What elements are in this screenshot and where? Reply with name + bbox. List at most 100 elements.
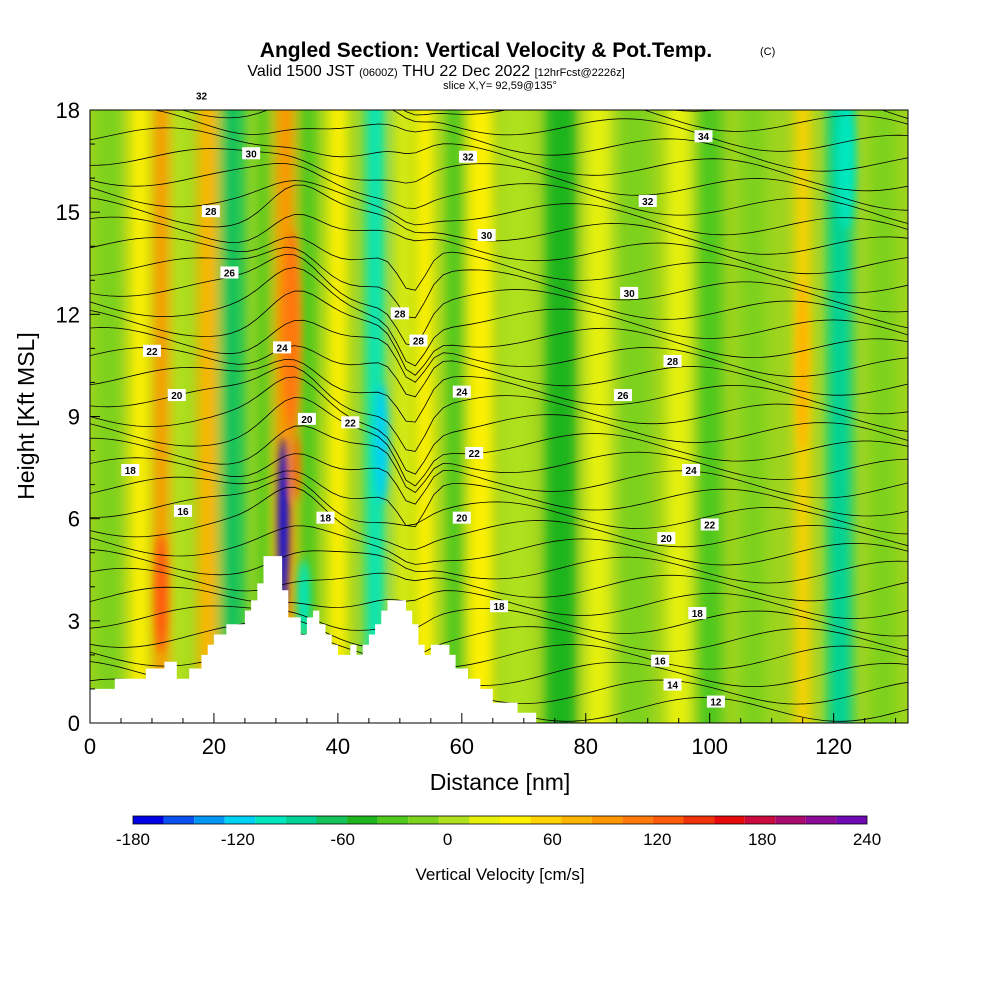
- colorbar-tick-label: 120: [643, 830, 671, 849]
- isentrope-line: [90, 162, 908, 224]
- colorbar-swatch: [194, 816, 225, 824]
- velocity-band: [666, 110, 692, 723]
- velocity-cell: [155, 533, 168, 654]
- contour-label: 28: [394, 309, 406, 320]
- isentrope-line: [90, 180, 908, 236]
- isentrope-line: [90, 319, 908, 383]
- y-axis-ticks: 0 3 6 9 12 15 18: [56, 98, 100, 736]
- colorbar-swatch: [805, 816, 837, 824]
- chart-subtitle: Valid 1500 JST (0600Z) THU 22 Dec 2022 […: [247, 63, 624, 80]
- colorbar-swatch: [714, 816, 745, 824]
- contour-label: 16: [177, 507, 189, 518]
- x-tick-label: 80: [574, 734, 598, 759]
- contour-label-bg: [316, 511, 335, 524]
- title-copyright-mark: (C): [760, 46, 775, 58]
- contour-label: 24: [686, 466, 698, 477]
- isentrope-line: [90, 127, 908, 192]
- contour-label-bg: [273, 341, 292, 354]
- y-tick-label: 6: [68, 507, 80, 532]
- contour-label-bg: [688, 607, 707, 620]
- contour-label: 32: [642, 197, 654, 208]
- velocity-band: [619, 110, 651, 723]
- contour-label-bg: [142, 344, 161, 357]
- contour-label-bg: [409, 334, 428, 347]
- contour-label-bg: [694, 130, 713, 143]
- velocity-band: [585, 110, 611, 723]
- velocity-band: [545, 110, 577, 723]
- contour-label-bg: [700, 518, 719, 531]
- contour-label: 30: [624, 289, 636, 300]
- contour-label: 20: [456, 514, 468, 525]
- contour-label: 20: [661, 534, 673, 545]
- contour-label-bg: [490, 600, 508, 613]
- colorbar-swatch: [408, 816, 439, 824]
- contour-label: 16: [655, 657, 667, 668]
- isentrope-line: [90, 549, 908, 584]
- contour-label: 14: [667, 681, 679, 692]
- contour-label: 18: [125, 466, 137, 477]
- colorbar-label: Vertical Velocity [cm/s]: [415, 865, 584, 884]
- velocity-band: [130, 110, 149, 723]
- contour-label-bg: [465, 446, 484, 459]
- isentrope-line: [90, 184, 908, 255]
- colorbar-swatch: [500, 816, 531, 824]
- vertical-velocity-cells: [155, 110, 856, 654]
- velocity-band: [198, 110, 218, 723]
- contour-label: 30: [246, 149, 258, 160]
- colorbar-tick-label: 240: [853, 830, 881, 849]
- contour-label-bg: [682, 463, 701, 476]
- isentrope-line: [90, 246, 908, 319]
- contour-label: 32: [462, 153, 474, 164]
- isentrope-line: [90, 396, 908, 487]
- isentrope-line: [90, 470, 908, 528]
- contour-label: 22: [469, 449, 481, 460]
- contour-label-bg: [663, 355, 682, 368]
- colorbar-tick-label: 0: [443, 830, 452, 849]
- velocity-band: [365, 110, 385, 723]
- isentrope-line: [90, 365, 908, 452]
- colorbar: [132, 815, 868, 825]
- contour-label: 18: [320, 514, 332, 525]
- contour-label-bg: [613, 389, 632, 402]
- y-axis-label: Height [Kft MSL]: [13, 332, 39, 499]
- colorbar-tick-label: 60: [543, 830, 562, 849]
- velocity-band: [697, 110, 723, 723]
- contour-label-bg: [651, 654, 670, 667]
- colorbar-tick-label: -180: [116, 830, 150, 849]
- colorbar-swatch: [652, 816, 684, 824]
- velocity-band: [170, 110, 190, 723]
- velocity-cell: [836, 110, 856, 230]
- isentrope-line: [180, 110, 908, 152]
- x-axis-label: Distance [nm]: [430, 769, 571, 795]
- contour-label-bg: [390, 307, 409, 320]
- contour-label-bg: [220, 266, 239, 279]
- velocity-band: [96, 110, 121, 723]
- y-tick-label: 0: [68, 711, 80, 736]
- contour-label: 18: [692, 609, 704, 620]
- colorbar-swatch: [255, 816, 286, 824]
- isentrope-line: [90, 358, 908, 423]
- slice-label: slice X,Y= 92,59@135°: [443, 80, 557, 92]
- colorbar-swatch: [133, 816, 164, 824]
- x-tick-label: 40: [326, 734, 350, 759]
- contour-label-bg: [121, 463, 140, 476]
- isentrope-line: [90, 425, 908, 494]
- colorbar-tick-label: -120: [221, 830, 255, 849]
- isentrope-line: [90, 477, 908, 535]
- y-tick-label: 12: [56, 302, 80, 327]
- velocity-cell: [374, 384, 389, 504]
- contour-label-bg: [638, 194, 657, 207]
- vertical-velocity-field: [96, 110, 896, 723]
- contour-label-bg: [459, 150, 478, 163]
- isentrope-line: [90, 376, 908, 475]
- isentrope-line: [90, 267, 908, 367]
- velocity-band: [328, 110, 348, 723]
- contour-label: 28: [667, 357, 679, 368]
- velocity-band: [415, 110, 434, 723]
- chart-title: Angled Section: Vertical Velocity & Pot.…: [260, 39, 712, 62]
- contour-label: 28: [205, 207, 217, 218]
- x-tick-label: 60: [450, 734, 474, 759]
- velocity-band: [446, 110, 465, 723]
- contour-label: 20: [171, 391, 183, 402]
- contour-label: 28: [413, 337, 425, 348]
